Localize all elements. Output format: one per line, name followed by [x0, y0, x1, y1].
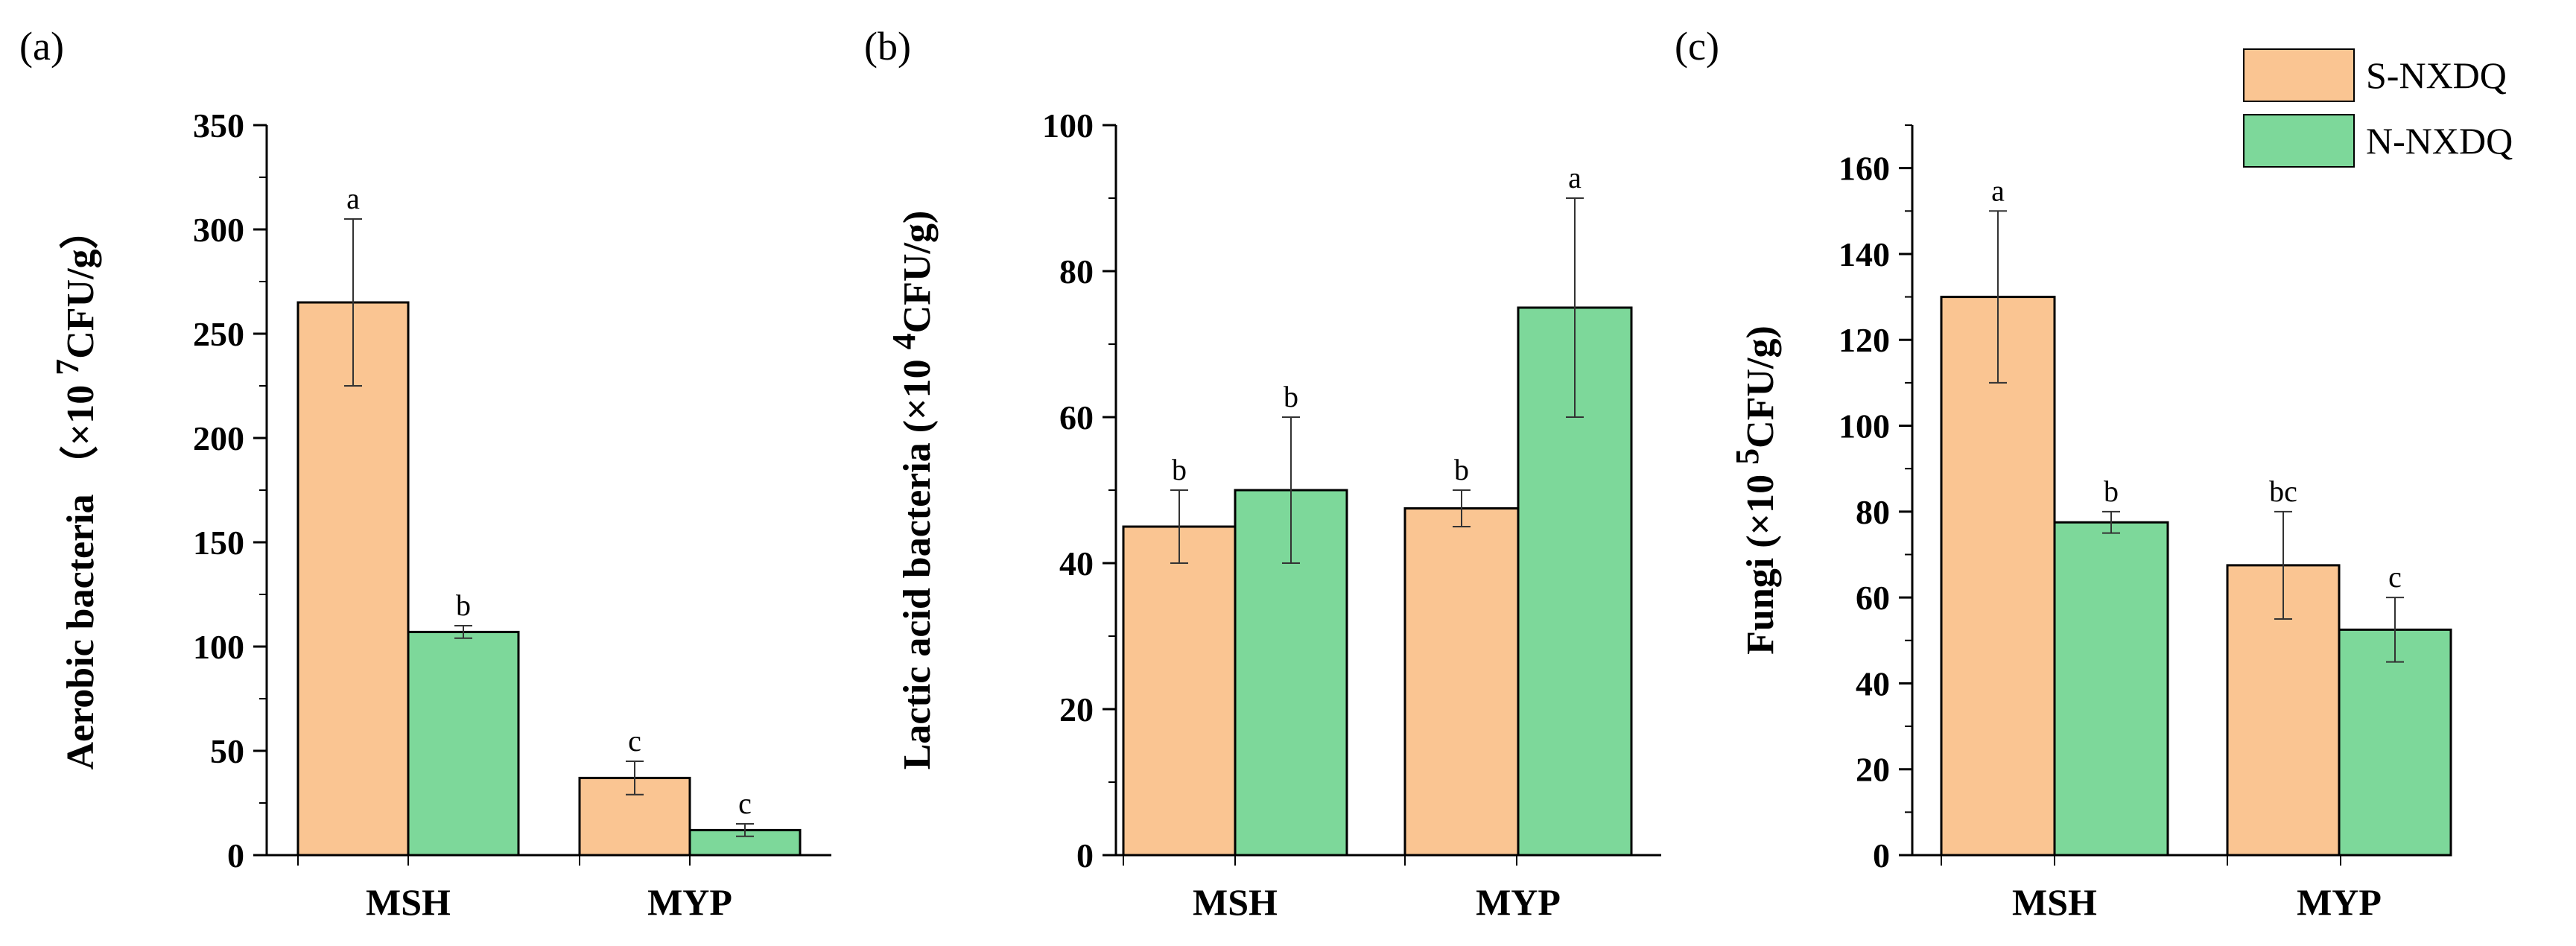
y-tick-label: 40 — [1856, 664, 1890, 702]
significance-label: a — [346, 182, 360, 215]
y-tick-label: 60 — [1059, 399, 1094, 437]
bar-msh-s-nxdq — [1940, 296, 2056, 857]
x-tick-label: MSH — [366, 881, 451, 923]
y-tick-label: 100 — [193, 628, 244, 666]
x-tick-label: MYP — [1476, 881, 1561, 923]
bar-msh-s-nxdq — [1122, 525, 1237, 857]
y-axis-title: Aerobic bacteria （×10 7CFU/g） — [49, 210, 102, 769]
y-tick-label: 80 — [1059, 253, 1094, 291]
y-tick-label: 140 — [1839, 235, 1890, 273]
y-axis-title-exponent: 5 — [1729, 448, 1766, 465]
y-axis-title-exponent: 4 — [886, 333, 922, 349]
y-axis-title: Lactic acid bacteria (×10 4CFU/g) — [886, 211, 939, 770]
y-axis-title-text: Lactic acid bacteria (×10 — [896, 349, 939, 769]
y-tick-label: 160 — [1839, 150, 1890, 188]
y-axis-title-unit: CFU/g) — [896, 211, 939, 334]
y-tick-label: 0 — [1076, 837, 1094, 874]
bar-msh-s-nxdq — [296, 301, 410, 857]
significance-label: b — [2104, 474, 2119, 508]
significance-label: c — [2388, 560, 2402, 594]
y-tick-label: 100 — [1839, 407, 1890, 445]
significance-label: bc — [2269, 474, 2297, 508]
y-axis-title-unit: CFU/g） — [59, 210, 102, 358]
y-tick-label: 0 — [227, 837, 244, 874]
y-tick-label: 200 — [193, 419, 244, 457]
bar-myp-s-nxdq — [1403, 507, 1520, 857]
legend-swatch-s-nxdq — [2243, 48, 2355, 102]
y-axis-title: Fungi (×10 5CFU/g) — [1729, 326, 1782, 655]
y-tick-label: 20 — [1856, 751, 1890, 789]
legend-swatch-n-nxdq — [2243, 114, 2355, 168]
significance-label: c — [738, 787, 752, 820]
panel-label: (b) — [864, 24, 911, 69]
panel-label: (a) — [19, 24, 64, 69]
legend-label-n-nxdq: N-NXDQ — [2366, 120, 2513, 162]
significance-label: b — [1172, 453, 1187, 486]
significance-label: a — [1568, 161, 1582, 194]
y-tick-label: 100 — [1042, 107, 1094, 145]
significance-label: b — [1284, 380, 1298, 413]
y-tick-label: 250 — [193, 315, 244, 353]
x-tick-label: MYP — [2297, 881, 2382, 923]
y-axis-title-text: Fungi (×10 — [1739, 465, 1782, 655]
y-tick-label: 0 — [1873, 837, 1890, 874]
y-tick-label: 50 — [210, 732, 244, 770]
x-tick-label: MSH — [2012, 881, 2097, 923]
y-tick-label: 300 — [193, 211, 244, 249]
chart-panel-1: (a) a b MSH c c MYP 0 50 100 150 200 250 300 350 Aerobi… — [19, 24, 831, 923]
y-tick-label: 60 — [1856, 579, 1890, 617]
legend-label-s-nxdq: S-NXDQ — [2366, 54, 2507, 96]
y-tick-label: 40 — [1059, 545, 1094, 582]
significance-label: a — [1991, 174, 2005, 207]
y-axis-title-exponent: 7 — [49, 359, 86, 375]
x-tick-label: MYP — [647, 881, 732, 923]
significance-label: b — [1454, 453, 1469, 486]
chart-panel-2: (b) b b MSH b a MYP 0 20 40 60 80 100 Lactic acid bac… — [864, 24, 1661, 923]
x-tick-label: MSH — [1193, 881, 1278, 923]
significance-label: c — [628, 724, 641, 758]
y-tick-label: 120 — [1839, 321, 1890, 359]
significance-label: b — [456, 588, 471, 622]
y-axis-title-unit: CFU/g) — [1739, 326, 1782, 448]
panel-label: (c) — [1675, 24, 1719, 69]
y-tick-label: 80 — [1856, 493, 1890, 531]
bar-msh-n-nxdq — [2053, 521, 2169, 857]
y-axis-title-text: Aerobic bacteria （×10 — [59, 375, 102, 770]
chart-panel-3: (c) a b MSH bc c MYP 0 20 40 60 80 100 120 140 160 Fungi… — [1675, 24, 2452, 923]
bar-msh-n-nxdq — [407, 630, 520, 857]
bar-myp-n-nxdq — [2338, 628, 2452, 857]
y-tick-label: 150 — [193, 524, 244, 562]
legend: S-NXDQ N-NXDQ — [2243, 48, 2513, 168]
y-tick-label: 20 — [1059, 691, 1094, 728]
y-tick-label: 350 — [193, 107, 244, 145]
